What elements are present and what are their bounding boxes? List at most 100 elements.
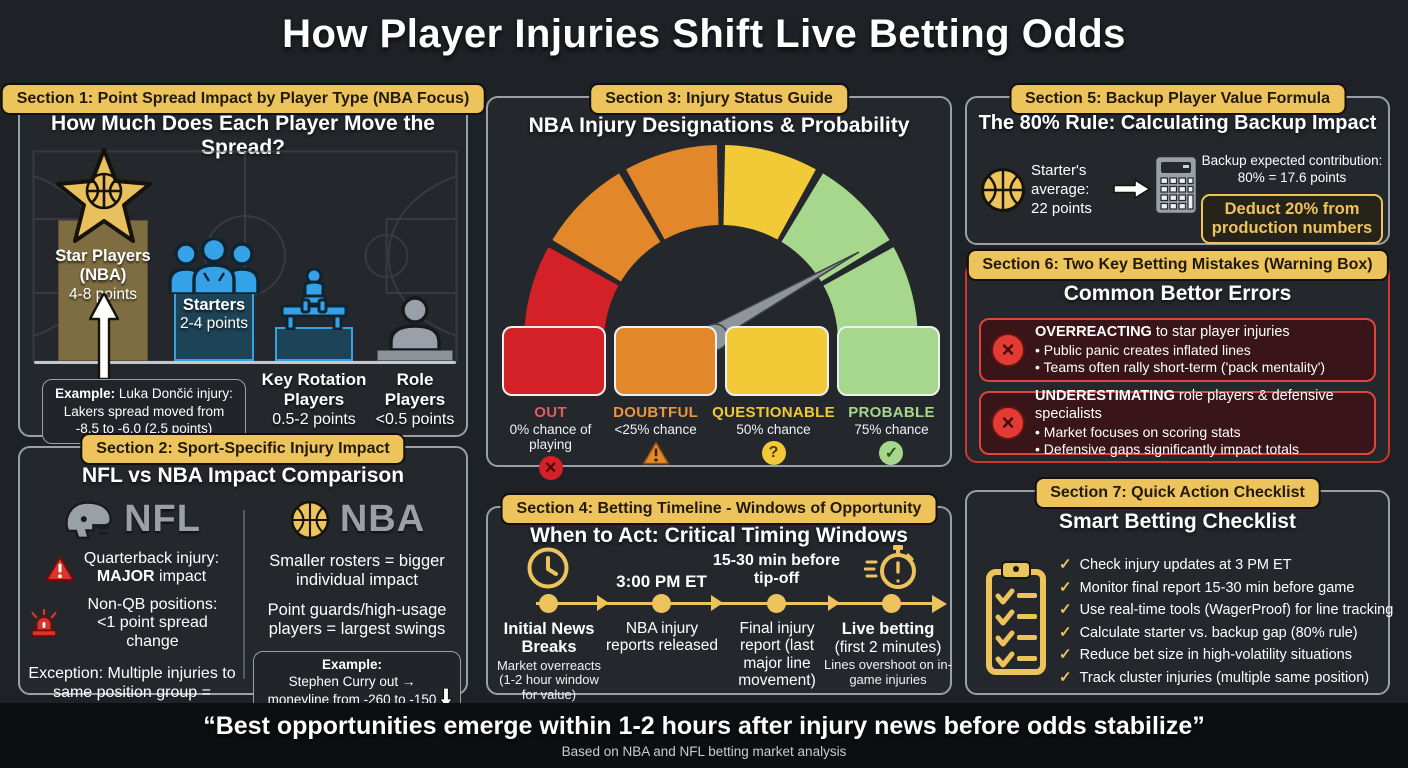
column-divider bbox=[243, 510, 245, 679]
milestone-2: NBA injury reports released bbox=[605, 620, 718, 655]
section1-panel: Section 1: Point Spread Impact by Player… bbox=[0, 83, 486, 444]
question-circle-icon: ? bbox=[761, 441, 786, 465]
section5-title: The 80% Rule: Calculating Backup Impact bbox=[978, 112, 1377, 134]
x-circle-icon: × bbox=[538, 456, 563, 480]
mistake-overreacting: × OVERREACTING to star player injuries •… bbox=[979, 318, 1376, 382]
chart-baseline bbox=[34, 361, 456, 364]
warning-triangle-icon bbox=[642, 441, 669, 465]
basketball-icon bbox=[981, 168, 1025, 212]
section2-panel: Section 2: Sport-Specific Injury Impact … bbox=[18, 433, 468, 720]
section4-panel: Section 4: Betting Timeline - Windows of… bbox=[486, 493, 952, 702]
milestone-4: Live betting (first 2 minutes) Lines ove… bbox=[824, 620, 952, 687]
mistake-underestimating: × UNDERESTIMATING role players & defensi… bbox=[979, 388, 1376, 457]
bench-player-icon bbox=[280, 268, 348, 330]
down-arrow-icon bbox=[439, 687, 453, 708]
section7-panel: Section 7: Quick Action Checklist Smart … bbox=[965, 477, 1393, 695]
status-card-out bbox=[502, 326, 606, 396]
basketball-icon bbox=[290, 500, 330, 539]
backup-contribution-text: Backup expected contribution: 80% = 17.6… bbox=[1201, 153, 1383, 185]
timeline-node-2 bbox=[652, 594, 671, 613]
section5-panel: Section 5: Backup Player Value Formula T… bbox=[965, 83, 1390, 245]
timeline-arrow-icon bbox=[828, 595, 840, 611]
check-icon: ✓ bbox=[1059, 646, 1072, 663]
timeline-label-tipoff: 15-30 min before tip-off bbox=[712, 552, 841, 588]
bar-starters-label: Starters bbox=[182, 296, 246, 314]
star-basketball-icon bbox=[56, 148, 152, 243]
section7-title: Smart Betting Checklist bbox=[1059, 510, 1296, 533]
injury-probability-gauge bbox=[524, 145, 918, 351]
section3-panel: Section 3: Injury Status Guide NBA Injur… bbox=[486, 83, 952, 480]
nba-column: NBA Smaller rosters = bigger individual … bbox=[253, 498, 461, 715]
footer-quote: “Best opportunities emerge within 1-2 ho… bbox=[203, 712, 1205, 740]
check-icon: ✓ bbox=[1059, 668, 1072, 686]
error-x-icon: × bbox=[991, 406, 1025, 440]
section5-badge: Section 5: Backup Player Value Formula bbox=[1009, 83, 1346, 115]
timeline-label-3pm: 3:00 PM ET bbox=[616, 572, 707, 591]
example-lead: Example: bbox=[55, 386, 116, 401]
starters-group-icon bbox=[168, 238, 260, 294]
nba-point-2: Point guards/high-usage players = larges… bbox=[267, 600, 447, 638]
bar-star-sublabel: (NBA) bbox=[79, 266, 127, 285]
section4-badge: Section 4: Betting Timeline - Windows of… bbox=[500, 493, 938, 525]
check-icon: ✓ bbox=[1059, 578, 1072, 596]
status-label-out: OUT 0% chance of playing × bbox=[509, 404, 592, 480]
bar-starters-value: 2-4 points bbox=[179, 315, 249, 333]
section3-badge: Section 3: Injury Status Guide bbox=[589, 83, 849, 115]
section4-title: When to Act: Critical Timing Windows bbox=[530, 524, 908, 547]
right-arrow-icon bbox=[1113, 179, 1151, 199]
page-title: How Player Injuries Shift Live Betting O… bbox=[282, 12, 1126, 56]
checklist-item: ✓ Calculate starter vs. backup gap (80% r… bbox=[1059, 622, 1381, 645]
nba-point-1: Smaller rosters = bigger individual impa… bbox=[269, 552, 445, 589]
section1-badge: Section 1: Point Spread Impact by Player… bbox=[0, 83, 486, 115]
label-key-rotation: Key Rotation Players 0.5-2 points bbox=[261, 370, 367, 428]
timeline-line bbox=[536, 602, 934, 605]
timeline-node-3 bbox=[767, 594, 786, 613]
timeline-end-arrow-icon bbox=[932, 595, 947, 613]
status-cards bbox=[502, 326, 940, 396]
checklist-item: ✓ Monitor final report 15-30 min before g… bbox=[1059, 577, 1381, 600]
section3-title: NBA Injury Designations & Probability bbox=[528, 114, 910, 137]
up-arrow-icon bbox=[89, 293, 119, 379]
bar-role-players bbox=[377, 350, 453, 361]
check-icon: ✓ bbox=[1059, 623, 1072, 641]
nfl-label: NFL bbox=[124, 498, 201, 540]
section6-badge: Section 6: Two Key Betting Mistakes (War… bbox=[966, 249, 1389, 281]
status-card-probable bbox=[836, 326, 940, 396]
section2-badge: Section 2: Sport-Specific Injury Impact bbox=[80, 433, 406, 465]
starter-average-text: Starter's average: 22 points bbox=[1031, 162, 1092, 217]
bar-star-label: Star Players bbox=[55, 247, 151, 265]
check-circle-icon: ✓ bbox=[879, 441, 904, 465]
status-label-doubtful: DOUBTFUL <25% chance bbox=[607, 404, 704, 480]
siren-icon bbox=[31, 609, 57, 638]
football-helmet-icon bbox=[65, 501, 112, 539]
error-x-icon: × bbox=[991, 333, 1025, 367]
section6-title: Common Bettor Errors bbox=[1063, 282, 1292, 305]
bar-starters: Starters 2-4 points bbox=[174, 288, 254, 361]
clipboard-icon bbox=[986, 561, 1046, 675]
timeline-node-1 bbox=[539, 594, 558, 613]
checklist-item: ✓ Check injury updates at 3 PM ET bbox=[1059, 554, 1381, 577]
status-card-doubtful bbox=[613, 326, 717, 396]
status-card-questionable bbox=[725, 326, 829, 396]
warning-triangle-icon bbox=[45, 555, 75, 581]
checklist-item: ✓ Track cluster injuries (multiple same p… bbox=[1059, 667, 1381, 690]
section7-badge: Section 7: Quick Action Checklist bbox=[1034, 477, 1321, 509]
calculator-icon bbox=[1153, 154, 1199, 216]
section6-panel: Section 6: Two Key Betting Mistakes (War… bbox=[965, 249, 1390, 463]
section1-title: How Much Does Each Player Move the Sprea… bbox=[51, 112, 435, 159]
timeline-node-4 bbox=[882, 594, 901, 613]
clock-icon bbox=[527, 547, 569, 589]
timeline-arrow-icon bbox=[597, 595, 609, 611]
deduct-callout-box: Deduct 20% from production numbers bbox=[1201, 193, 1383, 244]
check-icon: ✓ bbox=[1059, 556, 1072, 573]
section2-title: NFL vs NBA Impact Comparison bbox=[81, 464, 405, 487]
nba-label: NBA bbox=[339, 498, 426, 540]
status-label-questionable: QUESTIONABLE 50% chance ? bbox=[712, 404, 835, 480]
timeline-arrow-icon bbox=[711, 595, 723, 611]
role-player-icon bbox=[389, 296, 441, 350]
smart-betting-checklist: ✓ Check injury updates at 3 PM ET ✓ Monito… bbox=[1059, 554, 1393, 690]
checklist-item: ✓ Use real-time tools (WagerProof) for li… bbox=[1059, 599, 1393, 622]
stopwatch-icon bbox=[864, 545, 916, 589]
bar-key-rotation bbox=[275, 327, 353, 361]
status-label-probable: PROBABLE 75% chance ✓ bbox=[843, 404, 940, 480]
